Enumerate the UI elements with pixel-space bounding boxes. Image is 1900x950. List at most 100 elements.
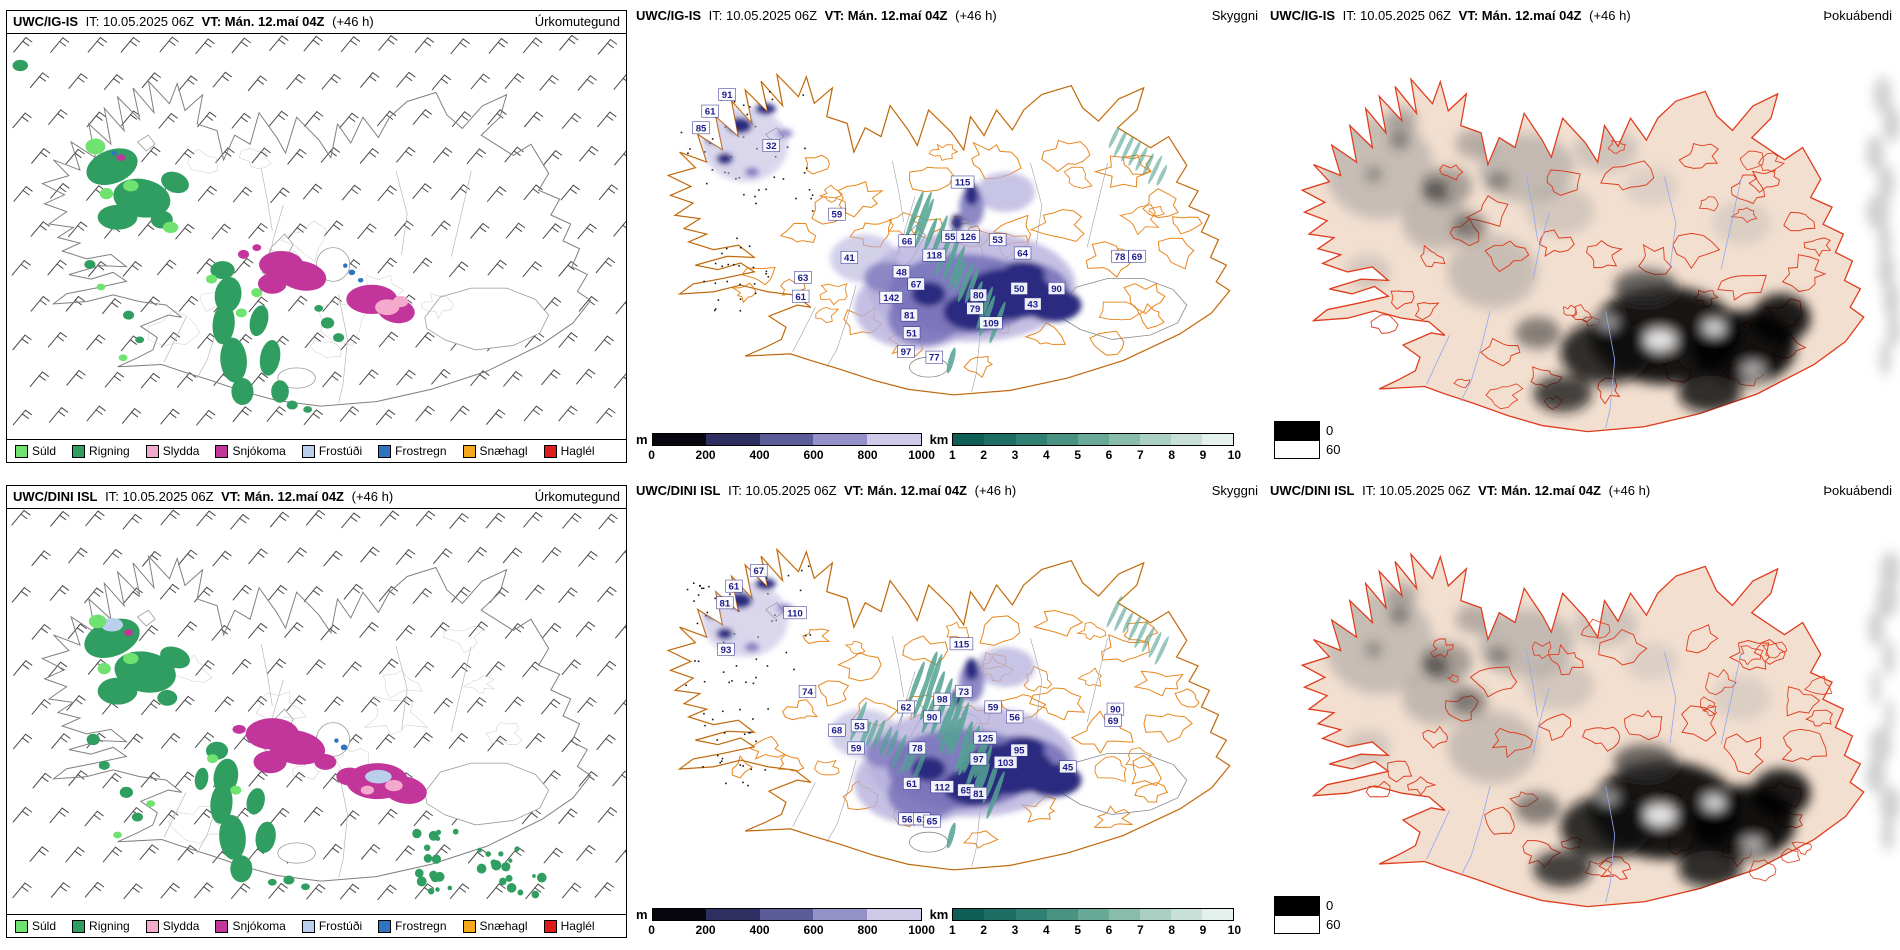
scale-unit-label: m	[636, 432, 648, 447]
terrain-shading	[1324, 107, 1771, 309]
precip-legend: Súld Rigning Slydda Snjókoma Frostúði Frostre…	[7, 439, 626, 462]
scale-unit-label: km	[929, 907, 949, 922]
fog-map-dini	[1266, 503, 1900, 942]
fog-map-area	[1266, 503, 1900, 942]
run-info: UWC/IG-IS IT: 10.05.2025 06Z VT: Mán. 12…	[1270, 8, 1635, 24]
scale-colorbar	[651, 433, 922, 446]
legend-swatch	[215, 919, 229, 933]
svg-text:59: 59	[988, 703, 999, 714]
visibility-map-dini: 6761811109311574629873595690536890691257…	[632, 503, 1266, 902]
panel-fog-igis: UWC/IG-IS IT: 10.05.2025 06Z VT: Mán. 12…	[1266, 0, 1900, 475]
panel-visibility-dini: UWC/DINI ISL IT: 10.05.2025 06Z VT: Mán.…	[632, 475, 1266, 950]
svg-text:73: 73	[958, 687, 969, 698]
svg-text:32: 32	[766, 141, 777, 152]
svg-text:118: 118	[927, 251, 943, 262]
panel-visibility-igis: UWC/IG-IS IT: 10.05.2025 06Z VT: Mán. 12…	[632, 0, 1266, 475]
valid-time: VT: Mán. 12.maí 04Z	[1478, 483, 1601, 498]
svg-text:41: 41	[844, 253, 855, 264]
precip-map-area	[7, 34, 626, 439]
legend-label: Haglél	[560, 919, 595, 933]
legend-item: Snæhagl	[462, 919, 528, 933]
fog-legend-swatch	[1274, 421, 1320, 440]
legend-swatch	[543, 444, 557, 458]
model-name: UWC/IG-IS	[1270, 8, 1335, 23]
precip-frame: UWC/IG-IS IT: 10.05.2025 06Z VT: Mán. 12…	[6, 10, 627, 463]
panel-header: UWC/DINI ISL IT: 10.05.2025 06Z VT: Mán.…	[636, 483, 1258, 499]
param-label-precip: Úrkomutegund	[534, 14, 620, 29]
scale-km: km 1 2 3 4 5 6 7 8 9 10	[929, 432, 1241, 463]
legend-swatch	[15, 919, 28, 933]
scale-colorbar	[651, 908, 922, 921]
svg-text:51: 51	[906, 328, 917, 339]
legend-swatch	[543, 919, 557, 933]
init-time: IT: 10.05.2025 06Z	[708, 8, 818, 23]
panel-header: UWC/DINI ISL IT: 10.05.2025 06Z VT: Mán.…	[1270, 483, 1892, 499]
legend-item: Snjókoma	[215, 444, 286, 458]
init-time: IT: 10.05.2025 06Z	[85, 14, 195, 29]
param-label-visibility: Skyggni	[1211, 483, 1258, 498]
station-values: 91 61 85 32 115 59 66 55 126 53 64 118 41 78 69 48 63 67 1…	[692, 88, 1146, 364]
svg-text:112: 112	[934, 782, 950, 793]
svg-text:62: 62	[901, 703, 912, 714]
svg-text:67: 67	[753, 566, 764, 577]
svg-text:126: 126	[960, 232, 976, 243]
legend-swatch	[462, 919, 476, 933]
scale-unit-label: km	[929, 432, 949, 447]
svg-text:67: 67	[911, 280, 922, 291]
fog-legend: 0 60	[1274, 896, 1340, 934]
legend-swatch	[145, 444, 159, 458]
legend-swatch	[378, 919, 392, 933]
svg-text:78: 78	[1115, 252, 1126, 263]
fog-legend-row: 0	[1274, 896, 1340, 915]
run-info: UWC/DINI ISL IT: 10.05.2025 06Z VT: Mán.…	[636, 483, 1020, 499]
legend-swatch	[301, 919, 315, 933]
panel-header: UWC/DINI ISL IT: 10.05.2025 06Z VT: Mán.…	[7, 486, 626, 510]
legend-item: Haglél	[543, 444, 595, 458]
legend-label: Slydda	[162, 919, 200, 933]
svg-text:69: 69	[1108, 716, 1119, 727]
visibility-map-area: 67 61 81 110 93 115 74 62 98 73 59 56 90 53 68 90 69 125 7…	[632, 503, 1266, 902]
svg-text:125: 125	[977, 734, 994, 745]
fog-dark-areas	[1364, 131, 1811, 413]
svg-text:43: 43	[1027, 300, 1038, 311]
run-info: UWC/DINI ISL IT: 10.05.2025 06Z VT: Mán.…	[13, 489, 397, 505]
svg-text:55: 55	[945, 232, 956, 243]
svg-text:81: 81	[973, 789, 984, 800]
model-name: UWC/IG-IS	[636, 8, 701, 23]
svg-text:69: 69	[1132, 252, 1143, 263]
svg-text:68: 68	[832, 726, 843, 737]
svg-text:78: 78	[912, 744, 923, 755]
legend-label: Rigning	[89, 444, 130, 458]
svg-text:45: 45	[1063, 762, 1074, 773]
svg-text:93: 93	[721, 645, 732, 656]
svg-text:90: 90	[927, 713, 938, 724]
fog-legend-label: 0	[1326, 898, 1334, 913]
svg-text:90: 90	[1051, 284, 1062, 295]
svg-text:85: 85	[696, 123, 707, 134]
panel-precip-dini: UWC/DINI ISL IT: 10.05.2025 06Z VT: Mán.…	[0, 475, 632, 950]
panel-header: UWC/IG-IS IT: 10.05.2025 06Z VT: Mán. 12…	[636, 8, 1258, 24]
legend-item: Slydda	[145, 919, 200, 933]
scale-m: m 0 200 400 600 800 1000	[636, 432, 935, 463]
legend-label: Snjókoma	[232, 919, 286, 933]
lead-time: (+46 h)	[955, 8, 997, 23]
run-info: UWC/IG-IS IT: 10.05.2025 06Z VT: Mán. 12…	[13, 14, 378, 30]
svg-text:61: 61	[729, 582, 740, 593]
svg-text:64: 64	[1017, 249, 1028, 260]
init-time: IT: 10.05.2025 06Z	[1362, 483, 1471, 498]
precip-frame: UWC/DINI ISL IT: 10.05.2025 06Z VT: Mán.…	[6, 485, 627, 938]
lead-time: (+46 h)	[974, 483, 1017, 498]
svg-text:110: 110	[787, 608, 803, 619]
panel-fog-dini: UWC/DINI ISL IT: 10.05.2025 06Z VT: Mán.…	[1266, 475, 1900, 950]
init-time: IT: 10.05.2025 06Z	[728, 483, 837, 498]
svg-text:53: 53	[992, 235, 1003, 246]
legend-label: Haglél	[560, 444, 595, 458]
svg-text:81: 81	[719, 598, 730, 609]
fog-dark-areas	[1364, 606, 1811, 888]
valid-time: VT: Mán. 12.maí 04Z	[1458, 8, 1582, 23]
panel-header: UWC/IG-IS IT: 10.05.2025 06Z VT: Mán. 12…	[7, 11, 626, 35]
svg-text:90: 90	[1110, 705, 1121, 716]
svg-text:63: 63	[798, 273, 809, 284]
valid-time: VT: Mán. 12.maí 04Z	[201, 14, 325, 29]
